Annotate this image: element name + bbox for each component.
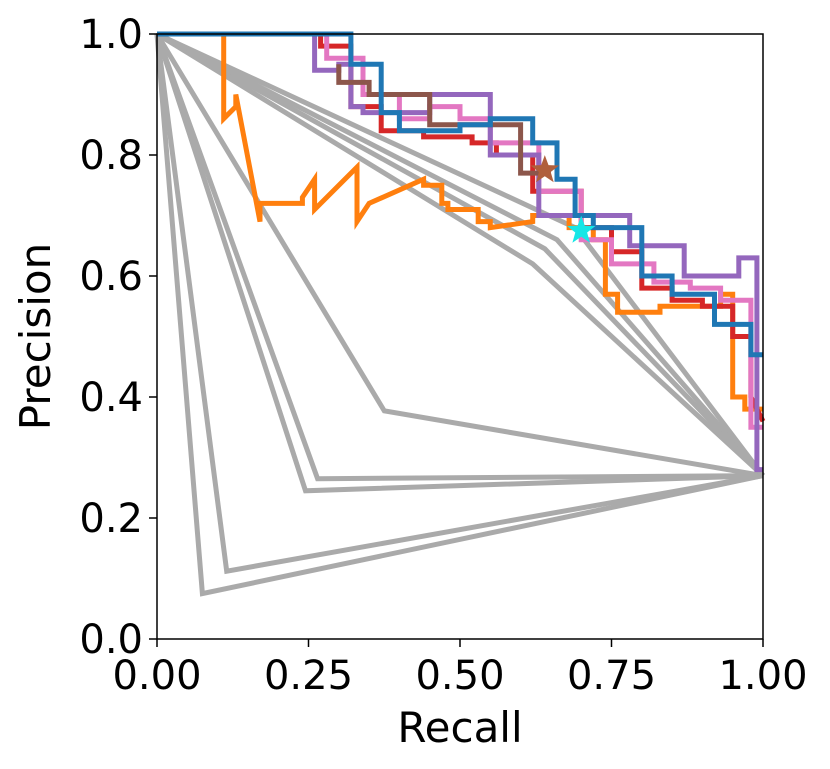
- series-line-7: [155, 31, 765, 478]
- x-axis-label: Recall: [397, 703, 522, 752]
- series-line-2: [154, 33, 764, 575]
- series-line-4: [154, 33, 764, 482]
- y-tick-label: 0.2: [79, 496, 143, 542]
- x-tick-label: 1.00: [718, 653, 807, 699]
- y-axis-label: Precision: [11, 243, 60, 430]
- x-tick-label: 0.50: [415, 653, 504, 699]
- y-tick-label: 0.8: [79, 133, 143, 179]
- x-tick-label: 0.25: [264, 653, 353, 699]
- series-line-8: [155, 31, 765, 478]
- star-marker-1: [530, 155, 560, 183]
- series-line-3: [154, 33, 764, 494]
- y-tick-label: 0.0: [79, 617, 143, 663]
- series-line-1: [154, 33, 764, 597]
- series-line-5: [154, 32, 764, 479]
- y-tick-label: 1.0: [79, 12, 143, 58]
- series-line-14: [336, 64, 551, 176]
- x-tick-label: 0.00: [112, 653, 201, 699]
- ticks-layer: 0.00 0.25 0.50 0.75 1.00 0.0 0.2 0.4 0.6 0.8 1.0: [79, 12, 807, 699]
- series-layer: [154, 31, 766, 597]
- x-tick-label: 0.75: [567, 653, 656, 699]
- y-tick-label: 0.6: [79, 254, 143, 300]
- series-line-9: [155, 31, 765, 478]
- marker-layer: [530, 155, 596, 243]
- series-line-10: [157, 31, 763, 412]
- series-line-15: [157, 31, 763, 358]
- series-line-6: [155, 31, 765, 478]
- y-tick-label: 0.4: [79, 375, 143, 421]
- star-marker-2: [566, 215, 596, 243]
